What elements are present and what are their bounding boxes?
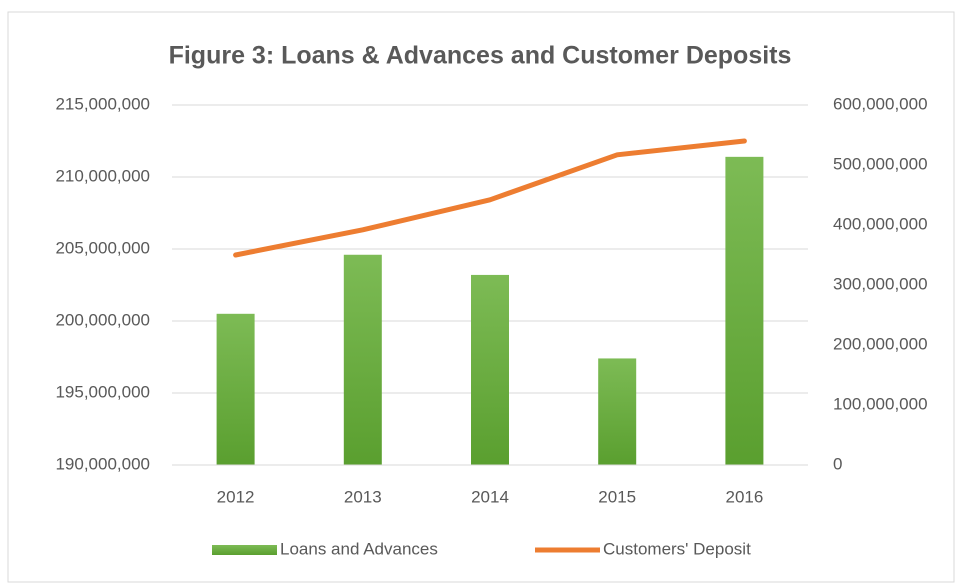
- chart-title: Figure 3: Loans & Advances and Customer …: [169, 42, 792, 70]
- x-tick-label: 2012: [217, 487, 255, 506]
- y2-tick-label: 100,000,000: [833, 394, 928, 413]
- bar: [471, 274, 509, 465]
- y2-tick-label: 600,000,000: [833, 94, 928, 113]
- y2-tick-label: 400,000,000: [833, 214, 928, 233]
- legend-label: Loans and Advances: [280, 539, 438, 558]
- y2-tick-label: 500,000,000: [833, 154, 928, 173]
- y-tick-label: 200,000,000: [55, 310, 150, 329]
- legend-swatch: [212, 545, 277, 555]
- bar: [216, 313, 255, 465]
- y-tick-label: 195,000,000: [55, 382, 150, 401]
- y2-tick-label: 0: [833, 454, 842, 473]
- y-tick-label: 205,000,000: [55, 238, 150, 257]
- x-tick-label: 2013: [344, 487, 382, 506]
- y-tick-label: 215,000,000: [55, 94, 150, 113]
- x-tick-label: 2016: [725, 487, 763, 506]
- y-tick-label: 190,000,000: [55, 454, 150, 473]
- bar: [343, 254, 382, 465]
- x-tick-label: 2015: [598, 487, 636, 506]
- bar: [725, 156, 764, 465]
- x-tick-label: 2014: [471, 487, 509, 506]
- bar: [598, 358, 637, 465]
- y2-tick-label: 200,000,000: [833, 334, 928, 353]
- y-tick-label: 210,000,000: [55, 166, 150, 185]
- line: [233, 138, 747, 258]
- legend-label: Customers' Deposit: [603, 539, 751, 558]
- y2-tick-label: 300,000,000: [833, 274, 928, 293]
